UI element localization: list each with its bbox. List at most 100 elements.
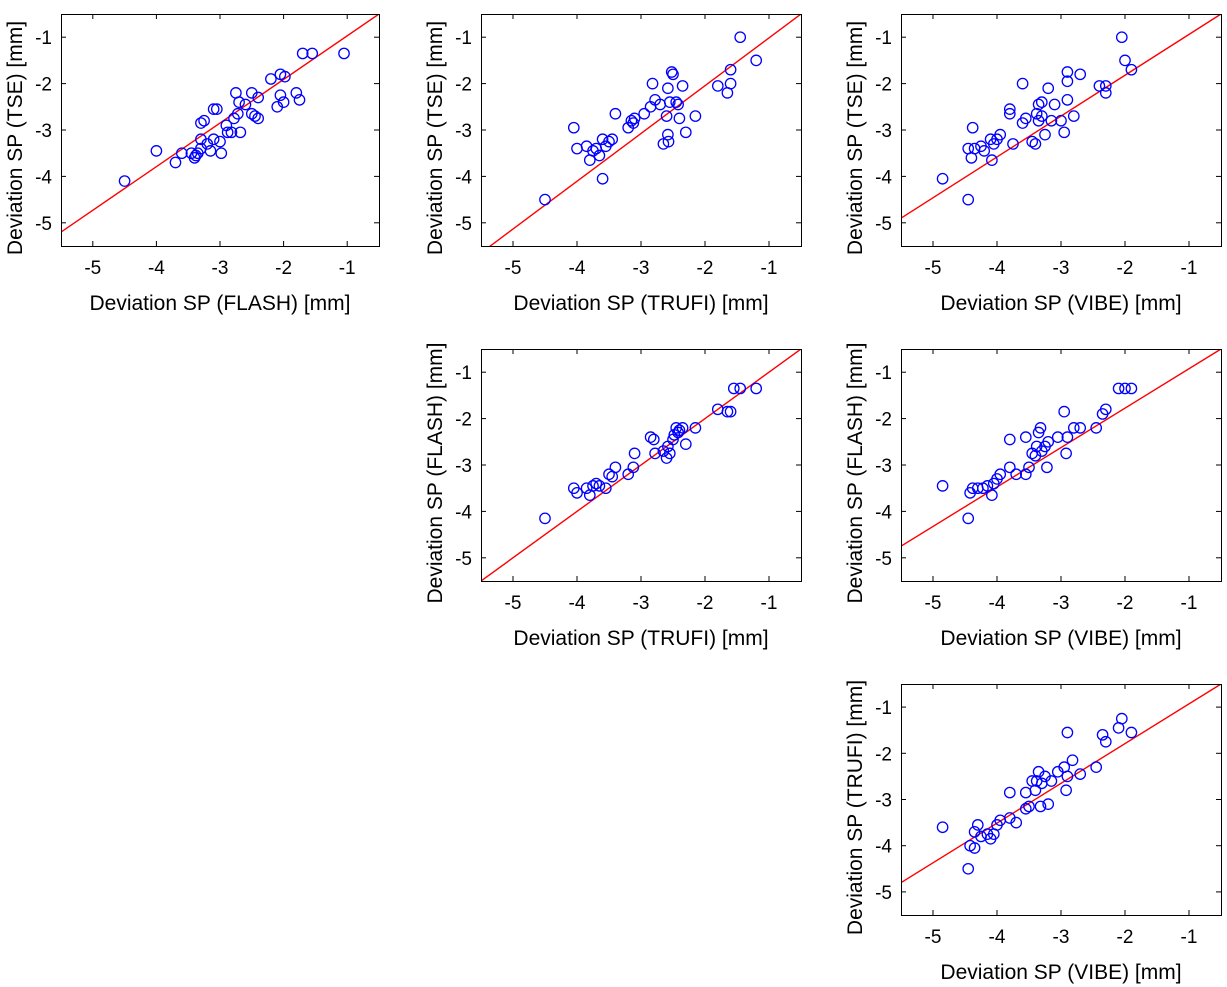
y-tick-label: -1 [455,28,472,49]
data-point [1090,761,1103,774]
data-point [1058,405,1071,418]
y-tick-label: -2 [455,75,472,96]
y-tick-label: -4 [875,167,892,188]
y-axis-label: Deviation SP (FLASH) [mm] [424,342,447,603]
data-point [1060,784,1072,797]
data-point [274,89,287,102]
y-axis-label: Deviation SP (TSE) [mm] [424,21,447,255]
data-point [1010,468,1023,481]
y-tick-label: -2 [455,410,472,431]
data-point [1067,110,1080,122]
data-point [672,98,684,111]
y-axis-label: Deviation SP (TSE) [mm] [844,21,867,255]
data-point [625,114,638,127]
data-point [233,96,245,109]
data-point [1042,435,1055,448]
data-point [627,461,640,474]
data-point [279,70,291,83]
data-point [1099,87,1112,99]
data-point [175,147,188,160]
data-point [1016,77,1029,90]
data-point [1003,461,1016,474]
data-point [968,842,981,854]
data-point [1003,107,1016,120]
data-point [968,142,981,155]
data-point [1003,103,1016,115]
y-tick-label: -3 [875,121,892,142]
data-point [721,405,734,418]
data-point [290,87,303,99]
data-point [660,110,673,122]
data-point [662,128,674,141]
data-point [207,133,220,146]
x-tick-label: -2 [275,258,292,279]
data-point [724,77,737,90]
x-tick-label: -3 [633,593,650,614]
y-tick-label: -4 [875,837,892,858]
x-tick-label: -1 [1181,593,1198,614]
data-point [1061,726,1074,739]
data-point [1007,138,1019,150]
data-point [711,80,724,92]
data-point [1010,816,1023,829]
x-tick-label: -4 [569,258,586,279]
y-tick-label: -5 [875,549,892,570]
data-point [994,128,1007,141]
data-point [252,91,265,104]
data-point [214,135,226,148]
axes-frame [901,684,1222,916]
data-point [567,121,580,134]
x-tick-label: -4 [148,258,165,279]
data-point [994,468,1007,481]
axes-frame [901,14,1222,247]
data-point [239,98,252,111]
data-point [1003,786,1016,799]
data-point [962,512,975,525]
data-point [207,103,220,115]
fit-line [481,349,801,581]
data-point [1023,461,1035,474]
y-tick-label: -1 [875,363,892,384]
data-point [231,107,244,120]
data-point [571,142,583,155]
data-point [638,107,651,120]
data-point [1112,382,1125,395]
x-tick-label: -4 [989,593,1006,614]
x-tick-label: -2 [1117,927,1134,948]
data-point [936,821,949,834]
data-point [1066,754,1079,767]
data-point [673,112,686,125]
data-point [1042,82,1055,95]
data-point [665,66,678,78]
data-point [1125,63,1138,76]
data-point [1061,66,1074,78]
y-tick-label: -2 [875,410,892,431]
y-tick-label: -1 [455,363,472,384]
data-point [1055,114,1067,127]
x-axis-label: Deviation SP (TRUFI) [mm] [513,292,768,315]
data-point [679,438,692,450]
panel-trufi-vs-flash: -5 -4 -3 -2 -1 -1 -2 -3 -4 -5 Deviation SP (TRUFI)… [424,342,802,650]
data-point [1041,461,1053,474]
y-tick-label: -4 [455,502,472,523]
x-tick-label: -1 [339,258,356,279]
data-point [962,193,975,206]
data-point [195,117,207,129]
y-tick-label: -1 [875,698,892,719]
x-axis-label: Deviation SP (VIBE) [mm] [940,292,1181,315]
data-point [1099,735,1112,748]
y-tick-label: -5 [875,883,892,904]
data-point [647,433,660,446]
data-point [962,862,975,875]
data-point [1048,98,1061,111]
y-tick-label: -4 [455,167,472,188]
data-point [252,112,265,125]
data-point [1034,422,1047,434]
y-tick-label: -4 [875,502,892,523]
axes-frame [901,349,1222,582]
data-point [644,431,657,444]
data-point [1019,112,1032,125]
data-point [1090,422,1103,434]
y-tick-label: -5 [35,214,52,235]
